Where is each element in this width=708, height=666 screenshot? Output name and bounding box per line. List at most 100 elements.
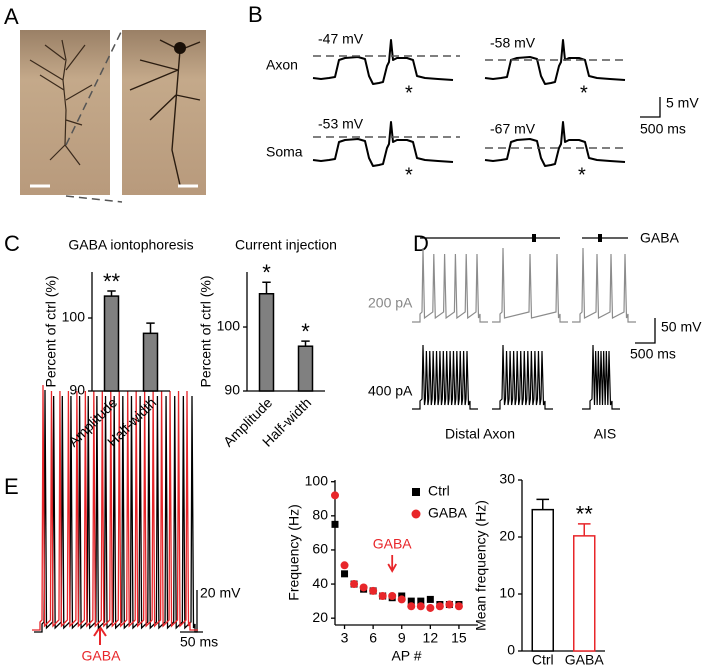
bar xyxy=(258,293,275,392)
spike-mark: * xyxy=(580,82,588,104)
scale-label: 5 mV xyxy=(666,95,699,111)
significance: * xyxy=(262,260,271,285)
x-tick-label: 6 xyxy=(369,630,377,646)
x-tick-label: 9 xyxy=(398,630,406,646)
y-axis-label: Percent of ctrl (%) xyxy=(43,275,59,387)
y-tick-label: 0 xyxy=(507,642,515,658)
point xyxy=(369,586,378,595)
point xyxy=(454,602,463,611)
error-bar xyxy=(146,322,155,334)
trace xyxy=(412,247,488,323)
point xyxy=(426,603,435,612)
chart-title: Current injection xyxy=(235,237,337,253)
legend-marker xyxy=(412,488,420,496)
error-bar xyxy=(107,290,116,297)
y-tick-label: 90 xyxy=(224,382,240,398)
significance: ** xyxy=(103,269,121,294)
scale-label: 500 ms xyxy=(640,121,686,137)
y-axis-label: Mean frequency (Hz) xyxy=(473,500,489,631)
potential-label: -53 mV xyxy=(318,116,364,132)
current-label: 400 pA xyxy=(368,383,413,399)
x-tick-label: GABA xyxy=(565,652,605,666)
trace xyxy=(572,247,636,323)
panel-label: B xyxy=(248,2,263,27)
error-bar xyxy=(577,523,591,536)
y-tick-label: 30 xyxy=(499,471,515,487)
point xyxy=(378,592,387,600)
traces xyxy=(312,39,661,167)
bar xyxy=(573,535,596,652)
x-tick-label: 15 xyxy=(451,630,467,646)
trace xyxy=(412,344,478,410)
panel-label: A xyxy=(4,4,19,29)
scale-label: 50 ms xyxy=(180,634,218,650)
y-tick-label: 80 xyxy=(312,507,328,523)
spike-mark: * xyxy=(405,164,413,186)
spike-mark: * xyxy=(405,82,413,104)
scale-label: 20 mV xyxy=(200,585,241,601)
panel-label: E xyxy=(4,474,19,499)
y-tick-label: 100 xyxy=(305,472,329,488)
point xyxy=(359,583,368,592)
row-label: Soma xyxy=(266,144,303,160)
traces xyxy=(32,384,203,645)
significance: ** xyxy=(576,502,594,527)
point xyxy=(331,491,339,500)
point xyxy=(397,595,406,604)
point xyxy=(417,597,425,605)
panel-label: C xyxy=(4,231,20,256)
point xyxy=(341,570,349,578)
error-bar xyxy=(536,498,550,510)
y-tick-label: 20 xyxy=(499,528,515,544)
x-axis-label: AP # xyxy=(391,648,421,664)
potential-label: -47 mV xyxy=(318,31,364,47)
y-tick-label: 60 xyxy=(312,541,328,557)
scale-label: 50 mV xyxy=(661,319,702,335)
site-label: Distal Axon xyxy=(445,426,515,442)
point xyxy=(388,592,397,600)
stim-label: GABA xyxy=(640,230,680,246)
point xyxy=(445,600,454,609)
y-tick-label: 10 xyxy=(499,585,515,601)
y-tick-label: 20 xyxy=(312,609,328,625)
y-tick-label: 40 xyxy=(312,575,328,591)
x-tick-label: 12 xyxy=(423,630,439,646)
chart-title: GABA iontophoresis xyxy=(68,237,193,253)
scale-label: 500 ms xyxy=(630,346,676,362)
trace xyxy=(34,389,203,633)
point xyxy=(340,561,349,570)
potential-label: -67 mV xyxy=(490,121,536,137)
bar xyxy=(142,332,159,392)
y-tick-label: 90 xyxy=(69,382,85,398)
error-bar xyxy=(262,281,271,294)
site-label: AIS xyxy=(594,426,617,442)
trace xyxy=(582,344,620,410)
point xyxy=(350,580,359,589)
trace xyxy=(492,344,553,410)
error-bar xyxy=(301,340,310,347)
annotation: GABA xyxy=(373,536,413,552)
y-axis-label: Frequency (Hz) xyxy=(286,504,302,600)
point xyxy=(331,520,339,528)
y-tick-label: 100 xyxy=(62,309,86,325)
legend-label: Ctrl xyxy=(428,483,450,499)
trace xyxy=(492,247,568,323)
x-tick-label: Ctrl xyxy=(532,652,554,666)
trace xyxy=(32,384,198,631)
point xyxy=(435,602,444,611)
point xyxy=(426,595,434,603)
legend-label: GABA xyxy=(428,505,468,521)
spike-mark: * xyxy=(578,164,586,186)
point xyxy=(416,602,425,611)
panel-label: D xyxy=(413,231,429,256)
row-label: Axon xyxy=(266,57,298,73)
y-axis-label: Percent of ctrl (%) xyxy=(198,275,214,387)
stim-label: GABA xyxy=(82,648,122,664)
point xyxy=(407,597,415,605)
legend-marker xyxy=(411,509,421,519)
annotation-arrow xyxy=(387,555,397,573)
bar xyxy=(103,295,120,392)
significance: * xyxy=(301,319,310,344)
x-tick-label: 3 xyxy=(341,630,349,646)
